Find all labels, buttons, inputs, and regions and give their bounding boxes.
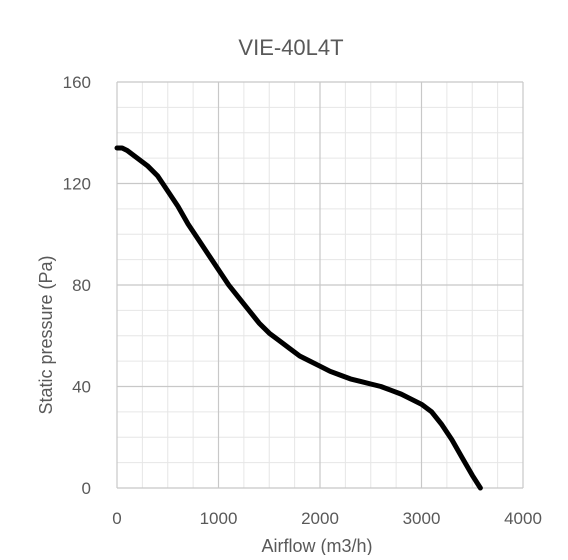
x-axis-title: Airflow (m3/h): [261, 536, 372, 555]
x-tick-label: 4000: [504, 509, 542, 528]
chart-title: VIE-40L4T: [238, 35, 343, 60]
x-tick-label: 2000: [301, 509, 339, 528]
tick-labels: 0 1000 2000 3000 4000 0 40 80 120 160: [63, 73, 542, 528]
y-tick-label: 0: [82, 479, 91, 498]
y-tick-label: 120: [63, 175, 91, 194]
y-tick-label: 40: [72, 378, 91, 397]
y-tick-label: 80: [72, 276, 91, 295]
series-layer: [114, 145, 483, 491]
grid: [116, 81, 524, 489]
x-tick-label: 3000: [403, 509, 441, 528]
series-line: [114, 145, 483, 491]
y-axis-title: Static pressure (Pa): [36, 255, 56, 414]
x-tick-label: 0: [112, 509, 121, 528]
x-tick-label: 1000: [200, 509, 238, 528]
y-tick-label: 160: [63, 73, 91, 92]
